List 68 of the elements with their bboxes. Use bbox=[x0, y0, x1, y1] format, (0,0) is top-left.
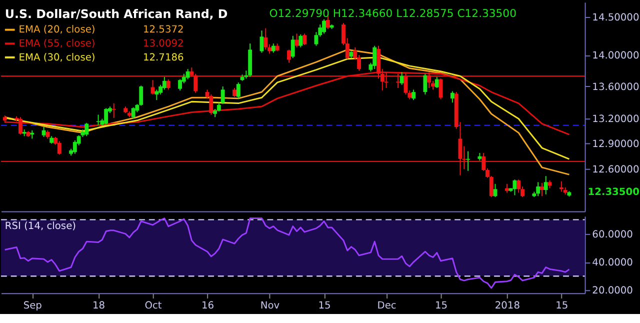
candlestick bbox=[18, 116, 22, 135]
candlestick bbox=[412, 89, 416, 101]
x-tick-label: Sep bbox=[23, 300, 42, 312]
y-tick-label: 12.90000 bbox=[592, 139, 640, 150]
annotation: 13.0092 bbox=[142, 38, 184, 50]
legend-label: EMA (30, close) bbox=[18, 52, 96, 64]
candlestick bbox=[396, 73, 400, 89]
legend-label: EMA (55, close) bbox=[18, 38, 96, 50]
y-tick-label: 14.00000 bbox=[592, 50, 640, 62]
y-tick-label: 20.0000 bbox=[592, 286, 633, 297]
x-tick-label: Oct bbox=[144, 300, 162, 312]
candlestick bbox=[540, 182, 544, 197]
candlestick bbox=[302, 33, 307, 46]
candlestick bbox=[322, 18, 326, 34]
legend-label: EMA (20, close) bbox=[18, 24, 96, 36]
candlestick bbox=[423, 73, 428, 95]
candlestick bbox=[516, 179, 521, 194]
candlestick bbox=[166, 78, 170, 90]
annotation: 12.5372 bbox=[142, 24, 184, 36]
x-tick-label: Nov bbox=[260, 300, 280, 312]
series-label: RSI (14, close) bbox=[4, 220, 76, 232]
y-tick-label: 14.50000 bbox=[592, 12, 640, 24]
candlestick bbox=[84, 122, 89, 137]
candlestick bbox=[544, 176, 548, 195]
chart-title: U.S. Dollar/South African Rand, D bbox=[4, 6, 228, 21]
candlestick bbox=[162, 76, 166, 90]
candlestick bbox=[112, 102, 116, 118]
candlestick bbox=[42, 126, 46, 138]
candlestick bbox=[209, 94, 214, 116]
y-tick-label: 40.0000 bbox=[592, 257, 633, 268]
text: 12.33500 bbox=[588, 187, 640, 198]
annotation: O12.29790 H12.34660 L12.28575 C12.33500 bbox=[269, 6, 517, 20]
candlestick bbox=[298, 34, 303, 48]
candlestick bbox=[104, 108, 108, 126]
candlestick bbox=[131, 106, 136, 120]
y-tick-label: 13.60000 bbox=[592, 82, 640, 93]
candlestick bbox=[264, 28, 268, 50]
candlestick bbox=[150, 80, 155, 95]
x-tick-label: 2018 bbox=[494, 300, 520, 312]
candlestick bbox=[57, 140, 62, 156]
x-tick-label: 15 bbox=[434, 300, 448, 312]
x-tick-label: 16 bbox=[201, 300, 214, 312]
candlestick bbox=[271, 42, 276, 54]
y-tick-label: 12.60000 bbox=[592, 164, 640, 176]
candlestick bbox=[236, 82, 240, 99]
candlestick bbox=[96, 114, 100, 126]
annotation: 12.7186 bbox=[142, 52, 184, 64]
x-tick-label: 18 bbox=[92, 300, 106, 312]
candlestick bbox=[287, 49, 291, 64]
candlestick bbox=[536, 182, 540, 197]
candlestick bbox=[290, 35, 295, 59]
x-tick-label: 15 bbox=[318, 300, 331, 312]
line-series bbox=[4, 218, 570, 289]
candlestick bbox=[72, 140, 77, 154]
candlestick bbox=[434, 76, 439, 89]
candlestick bbox=[220, 86, 225, 105]
y-tick-label: 13.20000 bbox=[592, 114, 640, 126]
x-tick-label: Dec bbox=[377, 300, 396, 312]
candlestick bbox=[372, 45, 377, 70]
candlestick bbox=[384, 72, 388, 89]
candlestick bbox=[512, 179, 517, 196]
candlestick bbox=[400, 72, 404, 86]
candlestick bbox=[154, 89, 159, 101]
candlestick bbox=[294, 33, 299, 48]
y-tick-label: 60.0000 bbox=[592, 229, 633, 240]
candlestick bbox=[450, 90, 454, 103]
candlestick bbox=[427, 72, 432, 89]
x-tick-label: 15 bbox=[556, 300, 568, 312]
